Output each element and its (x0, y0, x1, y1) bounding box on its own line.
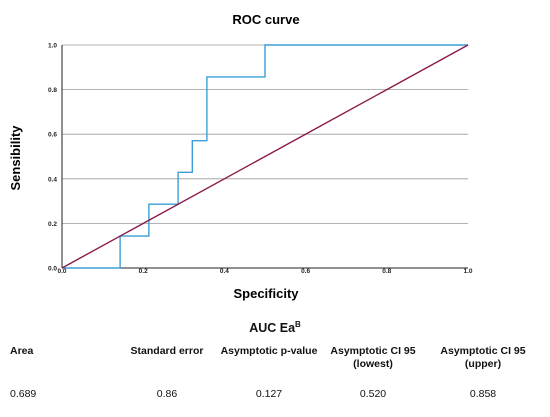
y-tick-label: 0.6 (48, 132, 57, 139)
auc-header-std-error: Standard error (130, 345, 204, 357)
roc-chart: ROC curve 0.0 0.2 0.4 0.6 0.8 1.0 0.00.20.40.… (8, 12, 473, 301)
x-tick-label: 0.6 (301, 268, 310, 275)
auc-superscript: B (295, 320, 301, 329)
auc-value-ci-upper: 0.858 (469, 388, 497, 400)
chart-title: ROC curve (232, 12, 299, 27)
auc-value-p-value: 0.127 (255, 388, 283, 400)
x-axis-label: Specificity (233, 286, 299, 301)
auc-header-area: Area (10, 345, 34, 357)
y-tick-label: 1.0 (48, 43, 57, 50)
y-tick-label: 0.2 (48, 221, 57, 228)
auc-value-area: 0.689 (10, 388, 37, 400)
x-tick-labels: 0.0 0.2 0.4 0.6 0.8 1.0 (57, 268, 472, 275)
x-tick-label: 0.2 (139, 268, 148, 275)
y-tick-label: 0.8 (48, 87, 57, 94)
auc-header-ci-upper: Asymptotic CI 95 (upper) (440, 345, 526, 370)
auc-value-std-error: 0.86 (156, 388, 178, 400)
auc-header-ci-lowest: Asymptotic CI 95 (lowest) (330, 345, 416, 370)
auc-value-ci-lowest: 0.520 (359, 388, 387, 400)
x-tick-label: 1.0 (463, 268, 472, 275)
x-tick-label: 0.0 (57, 268, 66, 275)
y-tick-labels: 0.0 0.2 0.4 0.6 0.8 1.0 (48, 43, 57, 273)
reference-line (61, 44, 469, 269)
axes (61, 45, 468, 269)
series-lines (61, 44, 469, 269)
x-tick-label: 0.4 (220, 268, 229, 275)
auc-title: AUC EaB (249, 320, 301, 336)
roc-curve-line (62, 44, 468, 269)
y-tick-label: 0.0 (48, 266, 57, 273)
y-tick-label: 0.4 (48, 176, 57, 183)
y-axis-label: Sensibility (8, 125, 23, 191)
x-tick-label: 0.8 (382, 268, 391, 275)
auc-header-p-value: Asymptotic p-value (220, 345, 318, 357)
